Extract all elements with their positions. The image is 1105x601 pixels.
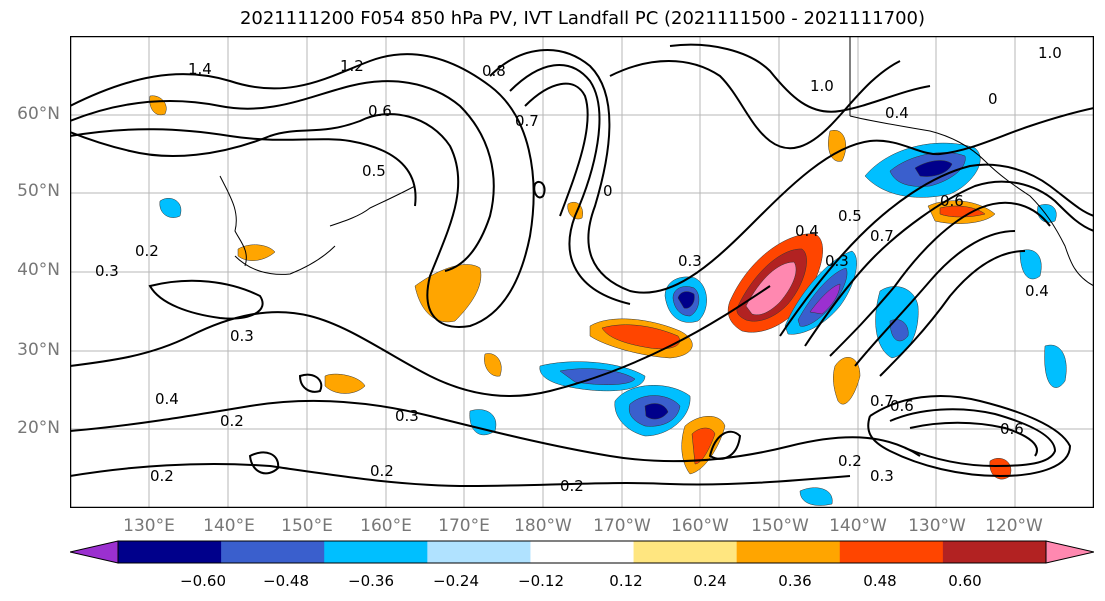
colorbar-tick-label: 0.12 [609,572,643,590]
lat-label-30n: 30°N [17,340,60,360]
contour-label: 0.3 [95,262,119,280]
colorbar-swatch [427,541,531,563]
lon-label-160e: 160°E [360,516,412,536]
contour-lines [70,43,1094,488]
contour-label: 1.0 [1038,44,1062,62]
contour-label: 0 [988,90,998,108]
lat-label-50n: 50°N [17,181,60,201]
contour-label: 0.2 [560,477,584,495]
contour-label: 0.6 [1000,420,1024,438]
contour-label: 0 [603,182,613,200]
contour-label: 0.6 [368,102,392,120]
map-panel: 1.4 1.2 0.8 0.6 0.7 1.0 0.5 0.3 0.2 0.4 … [70,36,1094,508]
contour-label: 0.2 [220,412,244,430]
contour-label: 0.7 [870,392,894,410]
lat-label-60n: 60°N [17,104,60,124]
contour-label: 1.0 [810,77,834,95]
colorbar-extend-high [1045,540,1094,564]
contour-label: 0.6 [890,397,914,415]
contour-label: 0.3 [230,327,254,345]
contour-label: 0.5 [838,207,862,225]
figure-title: 2021111200 F054 850 hPa PV, IVT Landfall… [239,8,926,29]
negative-anomaly-peak [809,283,841,315]
lon-label-170w: 170°W [593,516,651,536]
colorbar-swatch [530,541,635,563]
lat-label-40n: 40°N [17,260,60,280]
contour-label: 0.4 [885,104,909,122]
lon-label-150e: 150°E [281,516,333,536]
lon-label-120w: 120°W [985,516,1043,536]
contour-label: 1.2 [340,57,364,75]
colorbar-extend-low [70,540,119,564]
lon-label-160w: 160°W [671,516,729,536]
positive-anomaly-peak [745,261,797,316]
lon-label-150w: 150°W [751,516,809,536]
contour-label: 0.3 [825,252,849,270]
lon-label-130w: 130°W [908,516,966,536]
colorbar-tick-label: 0.36 [778,572,812,590]
colorbar-tick-label: −0.60 [180,572,226,590]
contour-label: 0.8 [482,62,506,80]
colorbar [70,540,1094,564]
coastlines [219,36,1094,287]
contour-label: 0.4 [1025,282,1049,300]
contour-label: 0.6 [940,192,964,210]
contour-label: 0.2 [135,242,159,260]
colorbar-frame [117,540,1047,564]
colorbar-swatch [118,541,222,563]
lat-label-20n: 20°N [17,418,60,438]
lon-label-170e: 170°E [438,516,490,536]
colorbar-tick-label: 0.48 [863,572,897,590]
contour-label: 0.7 [870,227,894,245]
contour-label: 1.4 [188,60,212,78]
colorbar-tick-label: −0.24 [433,572,479,590]
contour-label: 0.3 [870,467,894,485]
contour-label: 0.5 [362,162,386,180]
contour-label: 0.3 [395,407,419,425]
colorbar-swatch [324,541,428,563]
contour-label: 0.4 [155,390,179,408]
contour-label: 0.2 [838,452,862,470]
colorbar-swatch [942,541,1047,563]
colorbar-swatch [839,541,944,563]
lon-label-140w: 140°W [829,516,887,536]
lon-label-140e: 140°E [203,516,255,536]
map-frame [70,36,1094,508]
contour-label: 0.4 [795,222,819,240]
filled-contours [149,95,1067,506]
lon-label-130e: 130°E [123,516,175,536]
colorbar-tick-label: 0.24 [693,572,727,590]
colorbar-swatch [633,541,738,563]
contour-label: 0.7 [515,112,539,130]
lon-label-180w: 180°W [514,516,572,536]
contour-label-layer: 1.4 1.2 0.8 0.6 0.7 1.0 0.5 0.3 0.2 0.4 … [95,44,1062,495]
contour-label: 0.2 [370,462,394,480]
contour-label: 0.3 [678,252,702,270]
contour-label: 0.2 [150,467,174,485]
colorbar-swatch [221,541,325,563]
positive-anomaly-40n-170e [414,264,482,323]
colorbar-tick-label: −0.12 [518,572,564,590]
colorbar-tick-label: 0.60 [948,572,982,590]
colorbar-swatch [736,541,841,563]
colorbar-tick-label: −0.48 [263,572,309,590]
colorbar-tick-label: −0.36 [348,572,394,590]
